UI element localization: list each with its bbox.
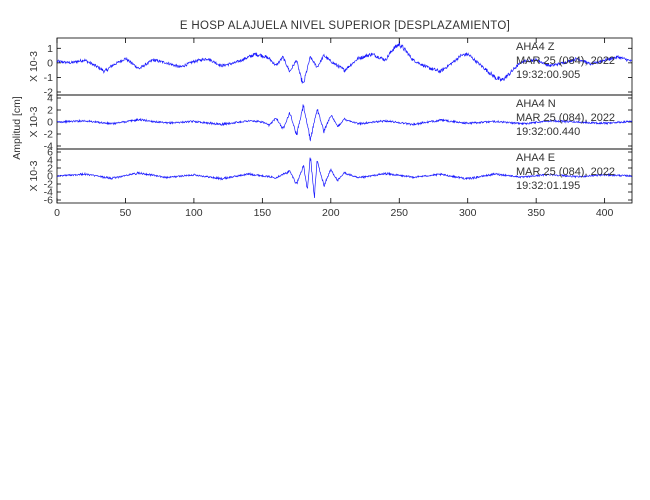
y-scale-label: X 10-3 xyxy=(28,51,40,82)
panel-annotation: AHA4 N xyxy=(516,98,556,110)
x-tick-label: 350 xyxy=(527,207,545,219)
y-tick-label: 2 xyxy=(47,163,53,175)
panel-annotation: MAR 25 (084), 2022 xyxy=(516,112,615,124)
y-scale-label: X 10-3 xyxy=(28,106,40,137)
panel-annotation: 19:32:01.195 xyxy=(516,180,580,192)
panel-annotation: 19:32:00.905 xyxy=(516,69,580,81)
waveform-n xyxy=(56,104,633,142)
y-tick-label: -2 xyxy=(44,179,53,191)
y-scale-label: X 10-3 xyxy=(28,160,40,191)
x-axis: 0 50 100 150 200 250 300 350 400 xyxy=(54,38,614,219)
x-tick-label: 150 xyxy=(254,207,272,219)
x-tick-label: 300 xyxy=(459,207,477,219)
panel-annotation: 19:32:00.440 xyxy=(516,126,580,138)
panel-n: 420-2-4 X 10-3 AHA4 N MAR 25 (084), 2022 19:… xyxy=(28,93,633,153)
x-tick-label: 400 xyxy=(596,207,614,219)
y-tick-label: -1 xyxy=(44,72,53,84)
y-tick-label: 4 xyxy=(47,93,53,105)
panel-annotation: AHA4 E xyxy=(516,152,555,164)
y-axis-label: Amplitud [cm] xyxy=(11,96,23,160)
x-tick-label: 100 xyxy=(185,207,203,219)
y-tick-label: 0 xyxy=(47,57,53,69)
y-tick-label: 1 xyxy=(47,43,53,55)
y-tick-label: -2 xyxy=(44,87,53,99)
y-tick-label: 6 xyxy=(47,147,53,159)
y-tick-label: -4 xyxy=(44,141,53,153)
panels-group: 1 0 -1 -2 X 10-3 AHA4 Z MAR 25 (084), 2022 19:3… xyxy=(28,37,633,207)
waveform-z xyxy=(56,40,633,84)
x-tick-label: 50 xyxy=(120,207,132,219)
y-tick-label: 2 xyxy=(47,105,53,117)
x-tick-label: 0 xyxy=(54,207,60,219)
y-tick-label: -4 xyxy=(44,187,53,199)
waveform-e xyxy=(56,157,633,199)
y-tick-label: 4 xyxy=(47,155,53,167)
panel-z: 1 0 -1 -2 X 10-3 AHA4 Z MAR 25 (084), 2022 19:3… xyxy=(28,37,633,99)
y-tick-label: -2 xyxy=(44,129,53,141)
x-tick-label: 250 xyxy=(390,207,408,219)
x-tick-label: 200 xyxy=(322,207,340,219)
panel-annotation: AHA4 Z xyxy=(516,41,555,53)
y-tick-label: -6 xyxy=(44,195,53,207)
panel-annotation: MAR 25 (084), 2022 xyxy=(516,166,615,178)
y-tick-label: 0 xyxy=(47,171,53,183)
chart-title: E HOSP ALAJUELA NIVEL SUPERIOR [DESPLAZA… xyxy=(180,20,510,32)
panel-annotation: MAR 25 (084), 2022 xyxy=(516,55,615,67)
y-tick-label: 0 xyxy=(47,117,53,129)
